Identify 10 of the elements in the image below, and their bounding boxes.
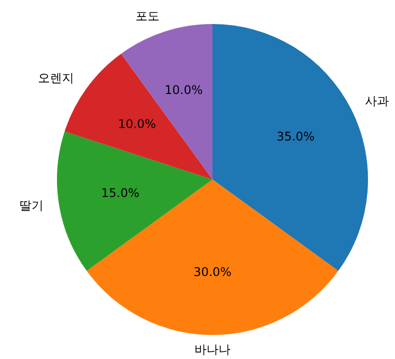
data-label: 30.0% xyxy=(193,264,232,279)
slice-label: 딸기 xyxy=(20,198,44,212)
slice-label: 포도 xyxy=(136,8,160,23)
slice-label: 오렌지 xyxy=(38,71,74,86)
data-label: 35.0% xyxy=(276,129,315,144)
slice-label: 사과 xyxy=(364,94,389,108)
slice-label: 바나나 xyxy=(194,342,230,357)
data-label: 15.0% xyxy=(101,186,140,200)
data-label: 10.0% xyxy=(118,116,156,131)
data-label: 10.0% xyxy=(164,82,203,97)
